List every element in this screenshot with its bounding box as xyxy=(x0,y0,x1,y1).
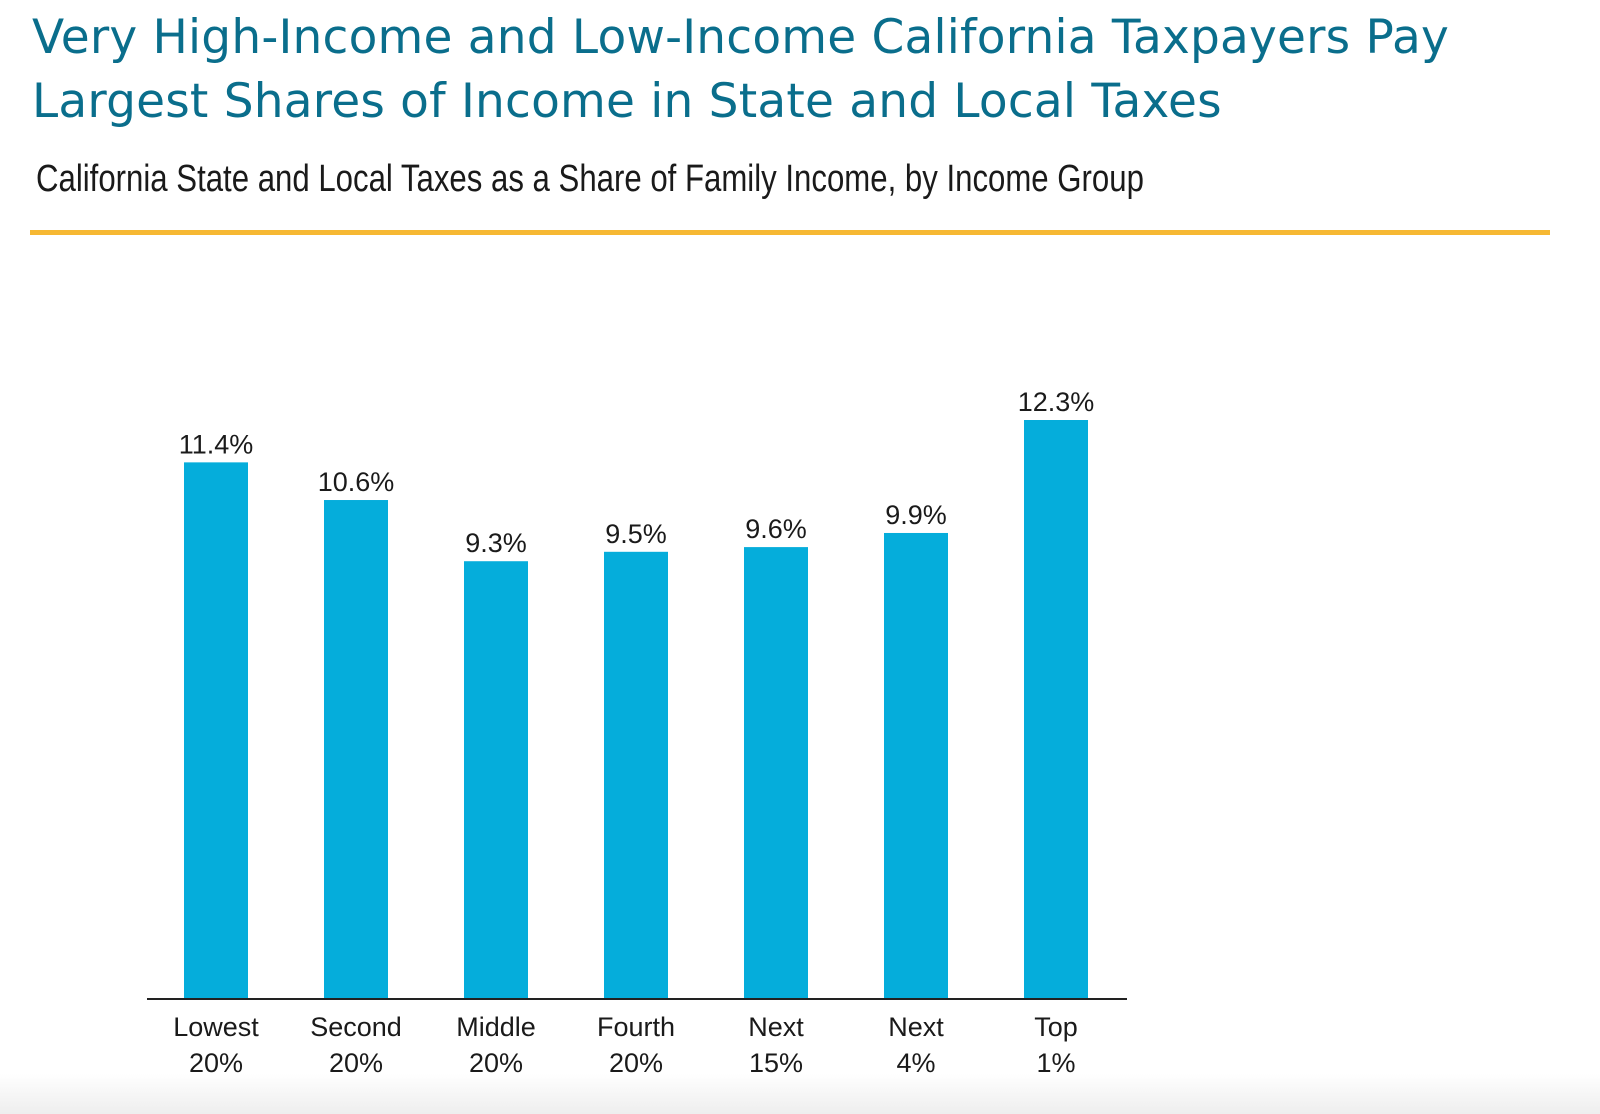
category-label-7-line-2: 1% xyxy=(1036,1048,1075,1078)
category-label-4-line-1: Fourth xyxy=(597,1012,675,1042)
bar-2 xyxy=(324,500,388,999)
category-label-3-line-2: 20% xyxy=(469,1048,523,1078)
data-label-7: 12.3% xyxy=(1018,387,1095,417)
bar-4 xyxy=(604,551,668,999)
data-label-3: 9.3% xyxy=(465,528,527,558)
category-label-2-line-2: 20% xyxy=(329,1048,383,1078)
chart-title: Very High-Income and Low-Income Californ… xyxy=(32,10,1449,129)
category-label-6-line-1: Next xyxy=(888,1012,944,1042)
category-label-2-line-1: Second xyxy=(310,1012,402,1042)
data-label-5: 9.6% xyxy=(745,514,807,544)
category-label-4-line-2: 20% xyxy=(609,1048,663,1078)
data-label-2: 10.6% xyxy=(318,467,395,497)
bar-1 xyxy=(184,462,248,999)
bar-6 xyxy=(884,532,948,999)
data-labels-group: 11.4% 10.6% 9.3% 9.5% 9.6% 9.9% 12.3% xyxy=(179,387,1095,558)
category-label-5-line-2: 15% xyxy=(749,1048,803,1078)
category-label-1-line-2: 20% xyxy=(189,1048,243,1078)
chart-subtitle: California State and Local Taxes as a Sh… xyxy=(36,158,1144,200)
category-label-5-line-1: Next xyxy=(748,1012,804,1042)
category-label-3-line-1: Middle xyxy=(456,1012,536,1042)
title-divider xyxy=(30,230,1550,235)
category-labels-group: Lowest 20% Second 20% Middle 20% Fourth 20% Next… xyxy=(173,1012,1078,1078)
bars-group xyxy=(184,420,1088,999)
category-label-6-line-2: 4% xyxy=(896,1048,935,1078)
bar-7 xyxy=(1024,420,1088,999)
category-label-1-line-1: Lowest xyxy=(173,1012,259,1042)
data-label-1: 11.4% xyxy=(179,429,254,459)
bar-3 xyxy=(464,561,528,999)
bar-5 xyxy=(744,547,808,999)
data-label-4: 9.5% xyxy=(605,519,667,549)
category-label-7-line-1: Top xyxy=(1034,1012,1078,1042)
data-label-6: 9.9% xyxy=(885,500,947,530)
